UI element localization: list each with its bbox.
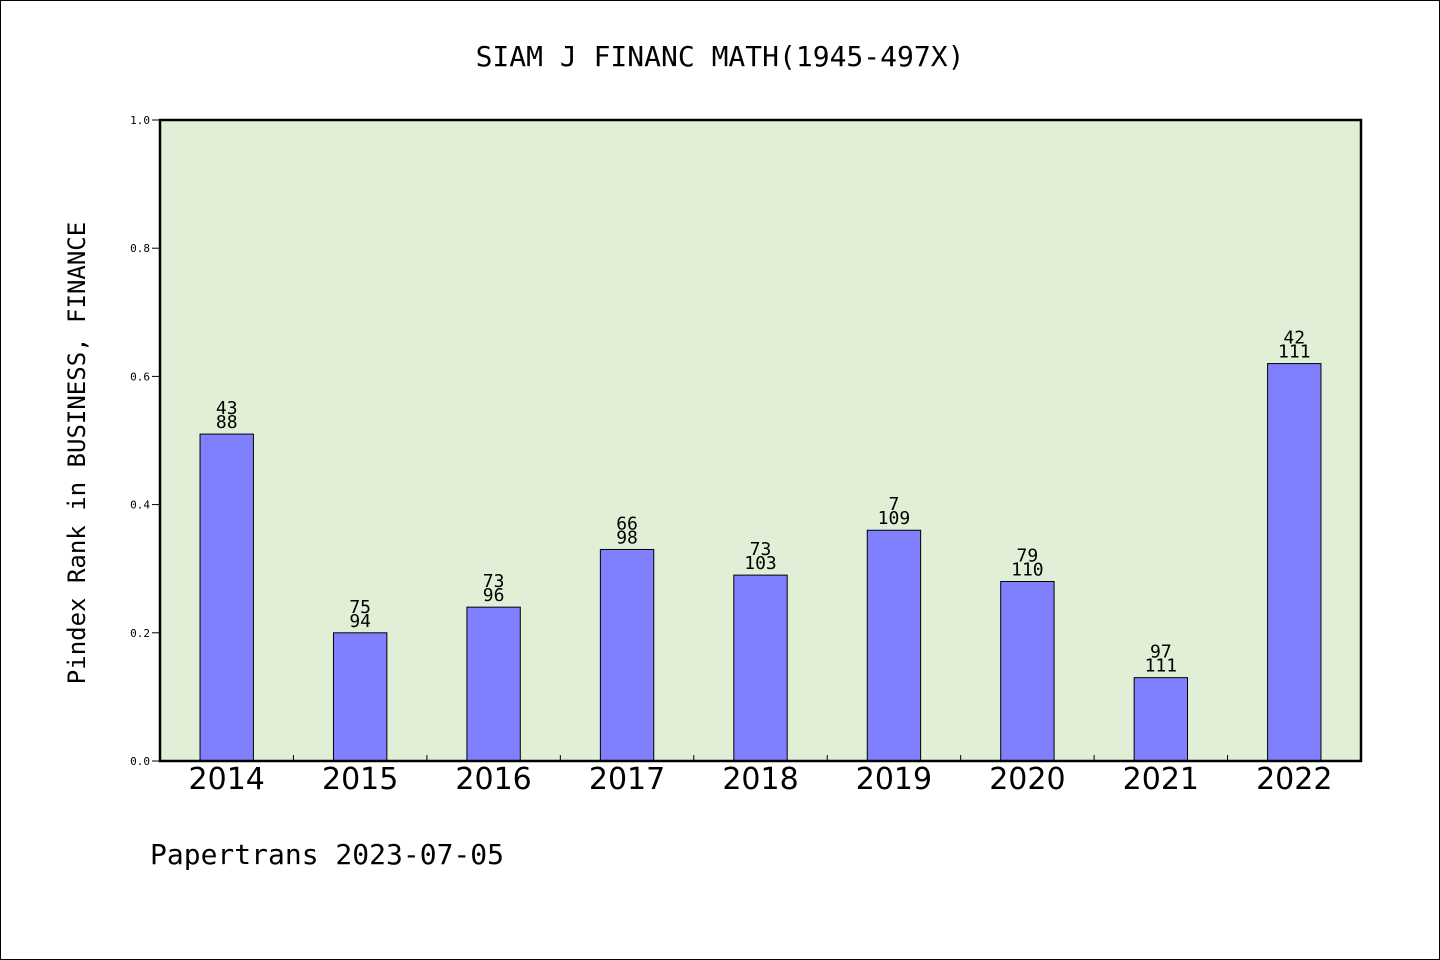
bar-rank-label: 73 — [483, 571, 505, 592]
y-axis: 0.0 0.2 0.4 0.6 0.8 1.0 — [130, 114, 160, 768]
x-tick-label: 2015 — [322, 762, 398, 797]
bar-2018 — [733, 574, 788, 762]
bar-rank-label: 73 — [750, 539, 772, 560]
bar-total-label: 96 — [483, 585, 505, 606]
x-tick-label: 2014 — [189, 762, 265, 797]
y-tick-label: 0.0 — [130, 755, 150, 768]
y-tick-label: 0.6 — [130, 370, 150, 383]
bar-rank-label: 42 — [1283, 328, 1305, 349]
x-tick-label: 2016 — [455, 762, 531, 797]
y-tick-label: 0.8 — [130, 242, 150, 255]
x-tick-label: 2022 — [1256, 762, 1332, 797]
x-tick-label: 2020 — [989, 762, 1065, 797]
bar-2019 — [866, 529, 922, 762]
bar-total-label: 109 — [878, 508, 911, 529]
y-tick-label: 1.0 — [130, 114, 150, 127]
y-tick-label: 0.2 — [130, 627, 150, 640]
bar-2022 — [1267, 363, 1322, 762]
footer-text: Papertrans 2023-07-05 — [150, 838, 504, 871]
x-tick-label: 2019 — [856, 762, 932, 797]
bar-2015 — [332, 632, 388, 762]
bar-rank-label: 66 — [616, 513, 638, 534]
bar-total-label: 111 — [1278, 342, 1311, 363]
plot-border — [158, 118, 1363, 763]
y-axis-label: Pindex Rank in BUSINESS, FINANCE — [63, 222, 91, 684]
bar-rank-label: 75 — [349, 597, 371, 618]
bar-2014 — [199, 433, 254, 762]
bar-rank-label: 79 — [1017, 546, 1039, 567]
bar-total-label: 98 — [616, 527, 638, 548]
chart-title: SIAM J FINANC MATH(1945-497X) — [476, 40, 965, 73]
bar-2021 — [1133, 677, 1189, 762]
bar-rank-label: 97 — [1150, 642, 1172, 663]
y-tick-label: 0.4 — [130, 499, 150, 512]
bar-2017 — [599, 548, 655, 762]
bar-2020 — [1000, 581, 1055, 762]
bar-total-label: 110 — [1011, 560, 1044, 581]
x-tick-label: 2021 — [1123, 762, 1199, 797]
x-axis: 2014 2015 2016 2017 2018 2019 2020 2021 2022 — [189, 755, 1332, 797]
bar-total-label: 94 — [349, 611, 371, 632]
bar-2016 — [466, 606, 521, 762]
bar-total-label: 88 — [216, 412, 238, 433]
bar-total-label: 111 — [1145, 656, 1178, 677]
bar-total-label: 103 — [744, 553, 777, 574]
bar-rank-label: 7 — [889, 494, 900, 515]
bar-rank-label: 43 — [216, 398, 238, 419]
x-tick-label: 2017 — [589, 762, 665, 797]
x-tick-label: 2018 — [722, 762, 798, 797]
